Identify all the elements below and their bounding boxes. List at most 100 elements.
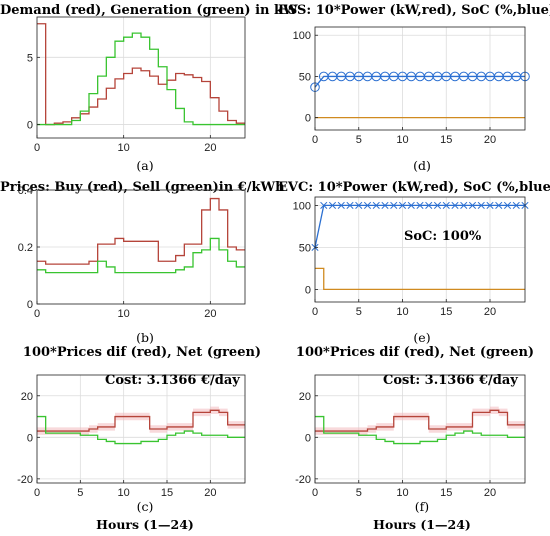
- panel-b-plot: 0 10 20 0 0.2 0.4: [18, 185, 246, 320]
- y-tick-label: 0: [305, 284, 311, 296]
- x-tick-label: 20: [204, 487, 216, 499]
- soc-marker: [381, 201, 389, 209]
- soc-marker: [460, 201, 468, 209]
- plot-frame: [314, 374, 526, 484]
- panel-c: 100*Prices dif (red), Net (green) 0 5 10 15…: [17, 345, 261, 532]
- blue-series-line: [314, 75, 525, 88]
- x-tick-label: 20: [204, 142, 216, 154]
- x-tick-label: 20: [484, 487, 496, 499]
- soc-marker: [486, 201, 494, 209]
- panel-c-xlabel: Hours (1—24): [96, 517, 194, 532]
- x-tick-label: 0: [34, 308, 40, 320]
- panel-e-plot: 0 5 10 15 20 0 50 100: [293, 196, 529, 318]
- y-tick-label: 50: [299, 71, 311, 83]
- soc-marker: [320, 201, 328, 209]
- soc-marker: [433, 201, 442, 209]
- panel-a-plot: 0 10 20 0 5: [27, 16, 246, 154]
- soc-marker: [451, 201, 459, 209]
- soc-marker: [503, 201, 512, 209]
- y-tick-label: 20: [21, 391, 33, 403]
- x-tick-label: 15: [161, 487, 173, 499]
- soc-marker: [337, 201, 345, 209]
- x-tick-label: 20: [484, 134, 496, 146]
- panel-a-title: Demand (red), Generation (green) in kW: [0, 3, 298, 18]
- soc-marker: [407, 201, 415, 209]
- plot-frame: [314, 26, 526, 131]
- soc-marker: [398, 201, 407, 209]
- plot-frame: [36, 374, 246, 484]
- x-tick-label: 20: [484, 306, 496, 318]
- panel-d-title: ESS: 10*Power (kW,red), SoC (%,blue): [278, 3, 550, 18]
- y-tick-label: 50: [299, 242, 311, 254]
- green-series-line: [37, 415, 245, 445]
- x-tick-label: 10: [396, 306, 408, 318]
- soc-marker: [363, 201, 372, 209]
- x-tick-label: 15: [440, 487, 452, 499]
- orange-series-line: [315, 267, 525, 291]
- soc-marker: [328, 201, 337, 209]
- y-tick-label: 0: [305, 432, 311, 444]
- panel-c-cost-annotation: Cost: 3.1366 €/day: [105, 373, 240, 388]
- plot-frame: [314, 196, 526, 303]
- y-tick-label: 100: [293, 30, 311, 42]
- panel-e-caption: (e): [413, 330, 430, 345]
- y-tick-label: -20: [17, 474, 33, 486]
- x-tick-label: 5: [356, 306, 362, 318]
- y-tick-label: 0: [27, 299, 33, 311]
- x-tick-label: 15: [440, 134, 452, 146]
- x-tick-label: 20: [204, 308, 216, 320]
- red-series-line: [315, 409, 525, 432]
- y-tick-label: 20: [299, 391, 311, 403]
- panel-e-soc-annotation: SoC: 100%: [404, 229, 482, 244]
- panel-a: Demand (red), Generation (green) in kW 0…: [0, 3, 298, 173]
- green-series-line: [37, 32, 245, 126]
- x-tick-label: 10: [118, 487, 130, 499]
- green-series-line: [37, 237, 245, 274]
- red-series-line: [37, 409, 245, 432]
- panel-c-title: 100*Prices dif (red), Net (green): [23, 345, 261, 360]
- panel-a-caption: (a): [136, 158, 153, 173]
- panel-f-caption: (f): [415, 499, 429, 514]
- soc-marker: [468, 201, 477, 209]
- x-tick-label: 5: [77, 487, 83, 499]
- panel-c-caption: (c): [137, 499, 154, 514]
- panel-b: Prices: Buy (red), Sell (green)in €/kWh …: [0, 180, 285, 345]
- y-tick-label: 0: [27, 432, 33, 444]
- soc-marker: [355, 201, 363, 209]
- panel-b-title: Prices: Buy (red), Sell (green)in €/kWh: [0, 180, 285, 195]
- x-tick-label: 0: [312, 306, 318, 318]
- y-tick-label: -20: [295, 474, 311, 486]
- panel-d-plot: 0 5 10 15 20 0 50 100: [293, 26, 530, 146]
- y-tick-label: 0: [27, 120, 33, 132]
- x-tick-label: 15: [440, 306, 452, 318]
- x-tick-label: 10: [396, 487, 408, 499]
- plot-frame: [36, 16, 246, 139]
- panel-f: 100*Prices dif (red), Net (green) 0 5 10 15…: [295, 345, 534, 532]
- x-tick-label: 10: [118, 308, 130, 320]
- x-tick-label: 10: [118, 142, 130, 154]
- x-tick-label: 0: [312, 487, 318, 499]
- red-series-line: [37, 197, 245, 265]
- soc-marker: [346, 201, 354, 209]
- soc-marker: [495, 201, 503, 209]
- panel-b-caption: (b): [136, 330, 154, 345]
- panel-e: EVC: 10*Power (kW,red), SoC (%,blue) 0 5 1…: [278, 180, 550, 345]
- y-tick-label: 5: [27, 52, 33, 64]
- soc-marker: [442, 201, 450, 209]
- y-tick-label: 0.4: [18, 185, 33, 197]
- green-series-line: [315, 415, 525, 445]
- y-tick-label: 0: [305, 113, 311, 125]
- y-tick-label: 0.2: [18, 242, 33, 254]
- x-tick-label: 0: [312, 134, 318, 146]
- y-tick-label: 100: [293, 200, 311, 212]
- x-tick-label: 5: [356, 487, 362, 499]
- soc-marker: [372, 201, 380, 209]
- soc-marker: [512, 201, 520, 209]
- panel-f-cost-annotation: Cost: 3.1366 €/day: [383, 373, 518, 388]
- x-tick-label: 0: [34, 142, 40, 154]
- panel-f-xlabel: Hours (1—24): [373, 517, 471, 532]
- soc-marker: [425, 201, 433, 209]
